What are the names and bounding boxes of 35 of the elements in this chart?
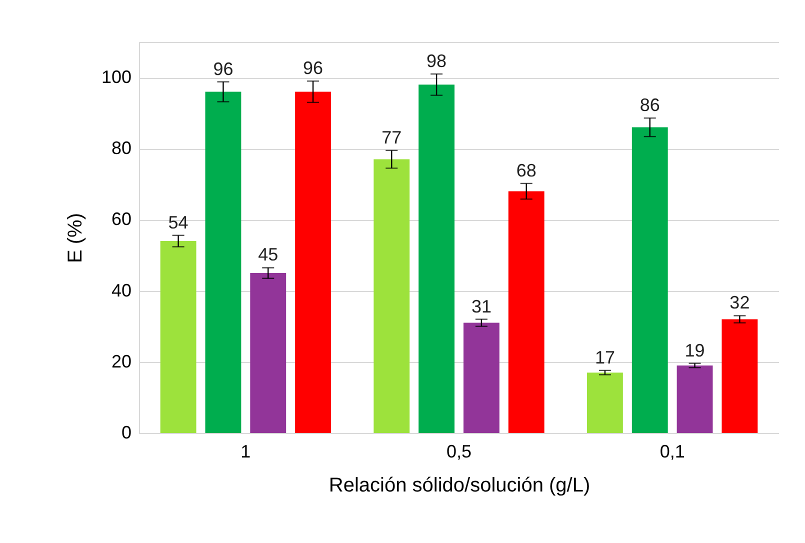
y-tick-label: 60 [111,209,132,230]
bar [205,92,242,433]
data-label: 68 [516,160,536,180]
x-axis-title: Relación sólido/solución (g/L) [328,474,590,496]
data-label: 19 [684,340,705,360]
data-label: 96 [213,58,234,79]
bar [160,241,196,433]
data-label: 32 [730,292,750,313]
y-tick-label: 80 [111,138,132,158]
data-label: 98 [426,50,447,71]
data-label: 54 [168,212,188,232]
bar [587,372,623,433]
bar [463,322,500,433]
data-label: 77 [382,127,402,148]
data-label: 86 [640,95,660,116]
y-tick-label: 20 [111,351,132,372]
data-label: 45 [258,244,278,265]
x-tick-label: 0,5 [446,442,472,462]
bar [250,273,286,433]
y-tick-label: 100 [101,67,132,88]
bar [722,319,758,433]
bar [295,92,331,433]
y-tick-label: 0 [121,422,132,442]
data-label: 17 [594,347,615,368]
x-tick-label: 0,1 [660,442,685,462]
data-label: 31 [471,296,492,316]
x-tick-label: 1 [240,442,251,462]
data-label: 96 [303,58,324,78]
y-axis-title: E (%) [64,213,86,263]
y-tick-label: 40 [111,280,132,300]
bar [374,159,410,433]
bar [632,127,668,433]
bar [508,191,544,433]
bar [418,84,455,433]
bar [676,365,713,433]
